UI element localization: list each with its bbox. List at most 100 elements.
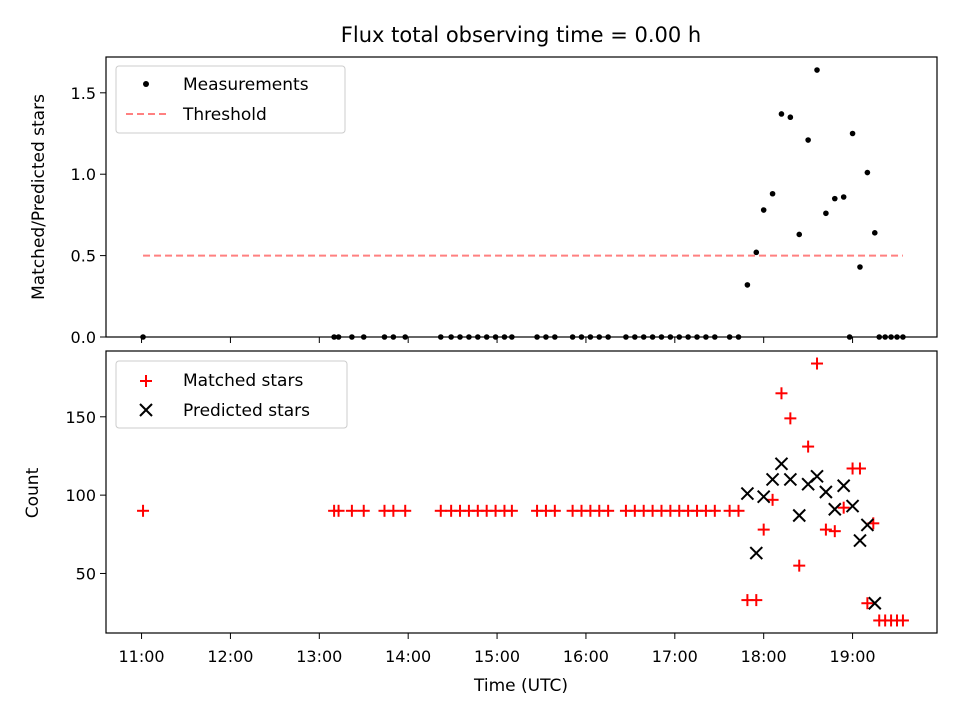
- measurement-point: [676, 334, 683, 340]
- matched-star-point: [345, 504, 358, 517]
- measurement-point: [685, 334, 691, 340]
- predicted-star-point: [860, 518, 875, 532]
- top-legend: Measurements Threshold: [115, 65, 346, 134]
- legend-measurements-marker: [143, 81, 149, 87]
- measurement-point: [778, 111, 785, 117]
- top-panel: 0.0 0.5 1.0 1.5 Matched/Predicted stars Mea…: [29, 56, 938, 347]
- x-axis-label: Time (UTC): [473, 676, 568, 696]
- y-tick-label: 0.0: [71, 328, 96, 347]
- predicted-star-point: [853, 533, 867, 548]
- measurement-point: [753, 249, 760, 256]
- measurement-point: [390, 334, 397, 340]
- measurement-point: [703, 334, 709, 340]
- bottom-legend-box: [115, 360, 348, 429]
- measurement-point: [381, 334, 388, 340]
- measurement-point: [475, 334, 481, 340]
- bottom-y-axis-label: Count: [23, 467, 43, 518]
- predicted-star-point: [868, 596, 882, 610]
- matched-star-point: [732, 504, 745, 517]
- matched-star-point: [837, 501, 850, 514]
- predicted-star-point: [819, 485, 833, 499]
- matched-star-point: [784, 412, 797, 425]
- measurement-point: [805, 137, 811, 143]
- measurement-point: [501, 334, 508, 340]
- x-tick-label: 11:00: [118, 647, 164, 666]
- measurement-point: [840, 194, 847, 200]
- measurement-point: [882, 334, 888, 340]
- measurement-point: [871, 230, 878, 236]
- x-tick-label: 18:00: [741, 647, 787, 666]
- measurement-point: [712, 334, 718, 340]
- measurement-point: [846, 334, 853, 340]
- measurement-point: [735, 334, 742, 340]
- matched-star-point: [802, 440, 815, 453]
- matched-star-point: [811, 357, 824, 370]
- measurement-point: [349, 334, 355, 340]
- bottom-x-ticks: 11:00 12:00 13:00 14:00 15:00 16:00 17:00 18:00…: [118, 633, 876, 666]
- measurement-point: [900, 334, 906, 340]
- measurement-point: [667, 334, 674, 340]
- matched-star-point: [602, 504, 615, 517]
- matched-star-point: [853, 462, 866, 475]
- matched-star-point: [137, 504, 150, 517]
- predicted-star-point: [845, 499, 860, 513]
- measurement-point: [569, 334, 576, 340]
- legend-predicted-label: Predicted stars: [183, 401, 310, 421]
- measurement-point: [492, 334, 499, 340]
- measurement-point: [552, 334, 558, 340]
- measurement-point: [640, 334, 647, 340]
- matched-star-point: [819, 523, 832, 536]
- bottom-y-ticks: 50 100 150: [65, 408, 106, 583]
- predicted-star-point: [783, 472, 798, 487]
- top-plot-frame: [105, 56, 938, 338]
- y-tick-label: 100: [65, 486, 96, 505]
- measurement-point: [483, 334, 490, 340]
- matched-star-point: [793, 559, 806, 572]
- bottom-series: [137, 357, 909, 627]
- y-tick-label: 1.0: [71, 165, 96, 184]
- predicted-star-point: [774, 457, 789, 471]
- top-y-axis-label: Matched/Predicted stars: [29, 94, 49, 300]
- top-legend-box: [115, 65, 346, 134]
- predicted-star-point: [765, 472, 780, 487]
- matched-star-point: [750, 594, 763, 607]
- measurement-point: [623, 334, 629, 340]
- matched-star-point: [399, 504, 412, 517]
- measurement-point: [578, 334, 585, 340]
- predicted-star-point: [836, 479, 851, 493]
- measurement-point: [437, 334, 444, 340]
- y-tick-label: 150: [65, 408, 96, 427]
- matched-star-point: [766, 493, 779, 506]
- matched-star-point: [505, 504, 518, 517]
- measurement-point: [831, 195, 838, 202]
- predicted-star-point: [828, 502, 842, 516]
- matched-star-point: [548, 504, 561, 517]
- legend-matched-label: Matched stars: [183, 371, 303, 391]
- measurement-point: [402, 334, 409, 340]
- measurement-point: [796, 231, 803, 238]
- matched-star-point: [896, 614, 909, 627]
- top-x-ticks: [141, 337, 854, 343]
- matched-star-point: [775, 387, 788, 400]
- top-y-ticks: 0.0 0.5 1.0 1.5: [71, 84, 106, 347]
- measurement-point: [823, 210, 829, 217]
- predicted-star-point: [756, 489, 771, 504]
- predicted-star-point: [810, 469, 824, 484]
- measurement-point: [457, 334, 463, 340]
- predicted-star-point: [792, 508, 806, 523]
- matched-star-point: [332, 504, 345, 517]
- legend-measurements-label: Measurements: [183, 75, 309, 95]
- y-tick-label: 0.5: [71, 247, 96, 266]
- x-tick-label: 19:00: [830, 647, 876, 666]
- measurement-point: [760, 207, 767, 213]
- predicted-star-point: [740, 486, 755, 501]
- measurement-point: [769, 190, 776, 197]
- measurement-point: [787, 114, 794, 121]
- measurement-point: [140, 334, 146, 340]
- measurement-point: [876, 334, 883, 340]
- measurement-point: [534, 334, 540, 340]
- x-tick-label: 14:00: [385, 647, 431, 666]
- legend-threshold-label: Threshold: [182, 105, 267, 125]
- measurement-point: [587, 334, 594, 340]
